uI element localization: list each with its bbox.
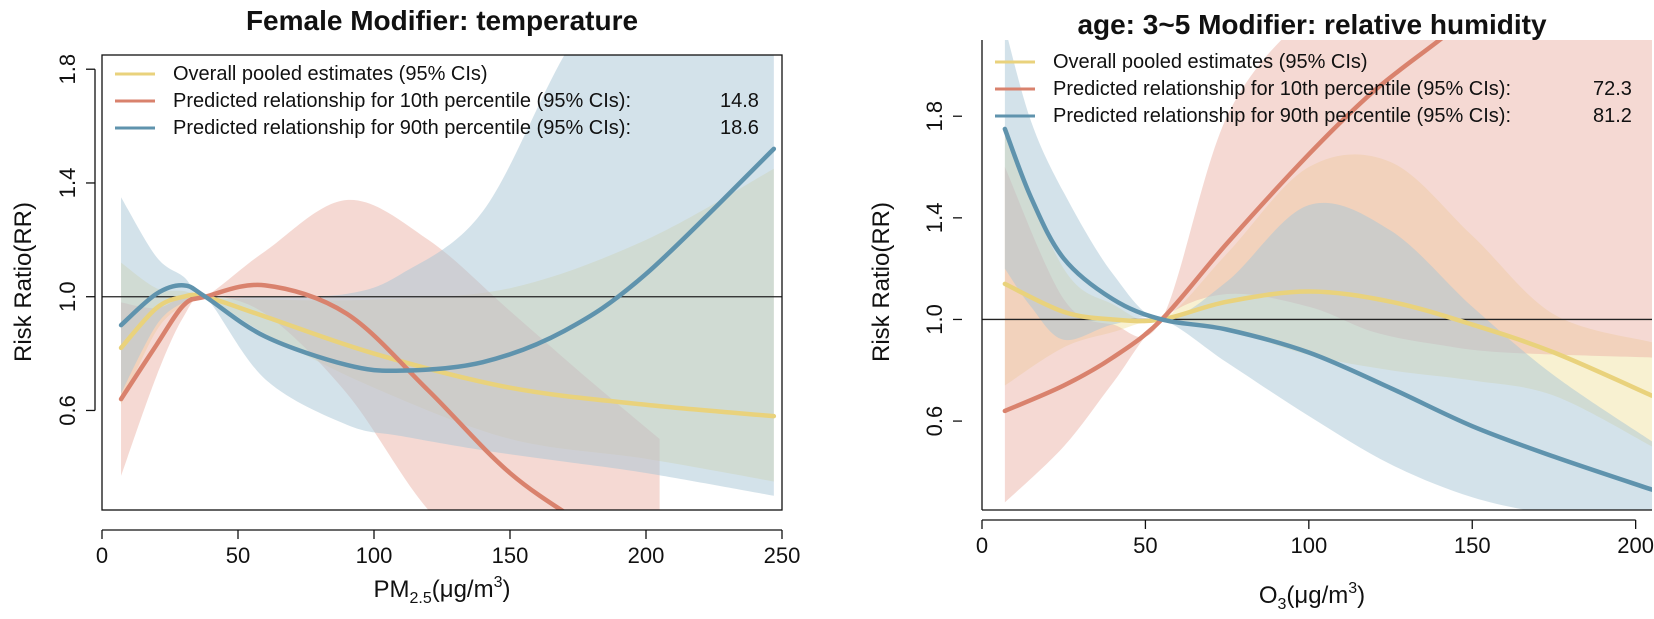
x-tick-label: 150 <box>492 543 529 568</box>
y-tick-label: 1.8 <box>55 54 80 85</box>
y-tick-label: 1.4 <box>55 168 80 199</box>
y-tick-label: 0.6 <box>55 395 80 426</box>
y-axis: 0.6 1.0 1.4 1.8 <box>55 54 96 426</box>
x-tick-label: 200 <box>628 543 665 568</box>
legend: Overall pooled estimates (95% CIs) Predic… <box>995 51 1632 127</box>
legend-value: 18.6 <box>720 117 759 139</box>
chart-title: age: 3~5 Modifier: relative humidity <box>1077 9 1547 40</box>
legend-label: Predicted relationship for 90th percenti… <box>173 117 631 139</box>
legend-value: 14.8 <box>720 90 759 112</box>
legend-label: Predicted relationship for 10th percenti… <box>1053 78 1511 100</box>
x-tick-label: 250 <box>764 543 801 568</box>
ci-band-90th-percentile <box>121 55 774 496</box>
x-axis: 0 50 100 150 200 <box>976 519 1654 558</box>
series-line-90th-percentile <box>118 146 777 374</box>
left-panel: Female Modifier: temperature 0 50 100 150 20… <box>10 5 801 607</box>
legend-value: 72.3 <box>1593 78 1632 100</box>
y-axis-title: Risk Ratio(RR) <box>868 202 895 362</box>
x-tick-label: 0 <box>976 533 988 558</box>
series-line-90th-percentile <box>1002 126 1652 492</box>
y-tick-label: 1.4 <box>922 203 947 234</box>
ci-band-90th-percentile <box>1004 40 1652 510</box>
y-tick-label: 0.6 <box>922 406 947 437</box>
y-axis: 0.6 1.0 1.4 1.8 <box>922 101 962 436</box>
legend-label: Overall pooled estimates (95% CIs) <box>173 63 488 85</box>
series-line-10th-percentile <box>1002 40 1444 414</box>
x-tick-label: 50 <box>226 543 250 568</box>
legend-label: Overall pooled estimates (95% CIs) <box>1053 51 1368 73</box>
x-axis: 0 50 100 150 200 250 <box>96 529 801 568</box>
y-axis-title: Risk Ratio(RR) <box>10 202 37 362</box>
legend: Overall pooled estimates (95% CIs) Predic… <box>115 63 759 139</box>
x-axis-title: PM2.5(μg/m3) <box>374 574 511 607</box>
legend-label: Predicted relationship for 10th percenti… <box>173 90 631 112</box>
x-tick-label: 200 <box>1617 533 1654 558</box>
x-tick-label: 100 <box>1290 533 1327 558</box>
right-panel: age: 3~5 Modifier: relative humidity 0 50… <box>868 9 1654 613</box>
y-tick-label: 1.8 <box>922 101 947 132</box>
series-line-10th-percentile <box>118 282 566 510</box>
y-tick-label: 1.0 <box>55 281 80 312</box>
estimate-lines <box>1002 40 1652 492</box>
series-line-overall <box>118 292 777 419</box>
legend-value: 81.2 <box>1593 105 1632 127</box>
series-line-overall <box>1002 281 1652 398</box>
y-tick-label: 1.0 <box>922 304 947 335</box>
chart-title: Female Modifier: temperature <box>246 5 638 36</box>
x-tick-label: 50 <box>1133 533 1157 558</box>
legend-label: Predicted relationship for 90th percenti… <box>1053 105 1511 127</box>
x-tick-label: 100 <box>356 543 393 568</box>
x-tick-label: 0 <box>96 543 108 568</box>
estimate-lines <box>118 146 777 510</box>
x-tick-label: 150 <box>1454 533 1491 558</box>
x-axis-title: O3(μg/m3) <box>1259 580 1365 613</box>
plot-frame <box>101 54 783 511</box>
